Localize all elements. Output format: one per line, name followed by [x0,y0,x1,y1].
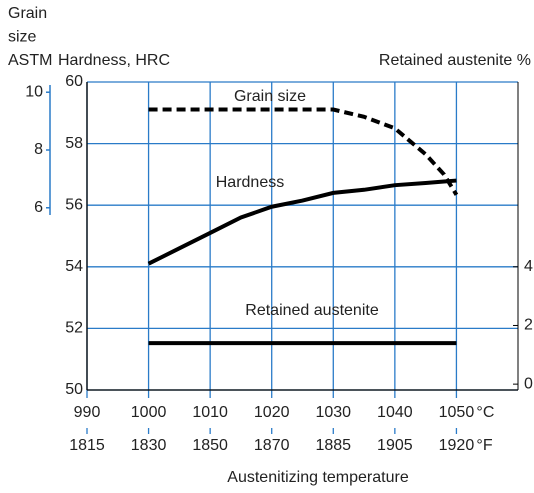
x2-unit: °F [476,437,492,454]
y-tick-label: 54 [65,258,83,275]
y3-tick-label: 6 [34,199,43,216]
x2-tick-label: 1850 [192,437,228,454]
x2-tick-label: 1920 [439,437,475,454]
y-tick-label: 52 [65,320,83,337]
y3-axis-label: ASTM [8,52,52,69]
y2-tick-label: 2 [524,317,533,334]
y-tick-label: 60 [65,73,83,90]
x2-tick-label: 1815 [69,437,105,454]
y3-axis-label: size [8,29,37,46]
series-label: Grain size [234,88,306,105]
y2-tick-label: 4 [524,258,533,275]
x-axis-label: Austenitizing temperature [227,469,409,486]
x-unit: °C [476,404,494,421]
series-label: Retained austenite [245,302,379,319]
x2-tick-label: 1870 [254,437,290,454]
series-line [147,178,457,266]
x-tick-label: 1030 [315,404,351,421]
y3-tick-label: 8 [34,141,43,158]
series-line [148,107,459,196]
x-tick-label: 1050 [439,404,475,421]
y2-tick-label: 0 [524,375,533,392]
y3-axis-label: Grain [8,5,47,22]
x-tick-label: 1040 [377,404,413,421]
y-tick-label: 58 [65,135,83,152]
x2-tick-label: 1885 [315,437,351,454]
y2-axis-label: Retained austenite % [379,52,531,69]
y-axis-label: Hardness, HRC [58,52,170,69]
x2-tick-label: 1830 [131,437,167,454]
x-tick-label: 990 [74,404,101,421]
x-tick-label: 1000 [131,404,167,421]
y-tick-label: 56 [65,196,83,213]
y-tick-label: 50 [65,381,83,398]
series-label: Hardness [216,174,284,191]
x2-tick-label: 1905 [377,437,413,454]
x-tick-label: 1020 [254,404,290,421]
y3-tick-label: 10 [25,83,43,100]
x-tick-label: 1010 [192,404,228,421]
